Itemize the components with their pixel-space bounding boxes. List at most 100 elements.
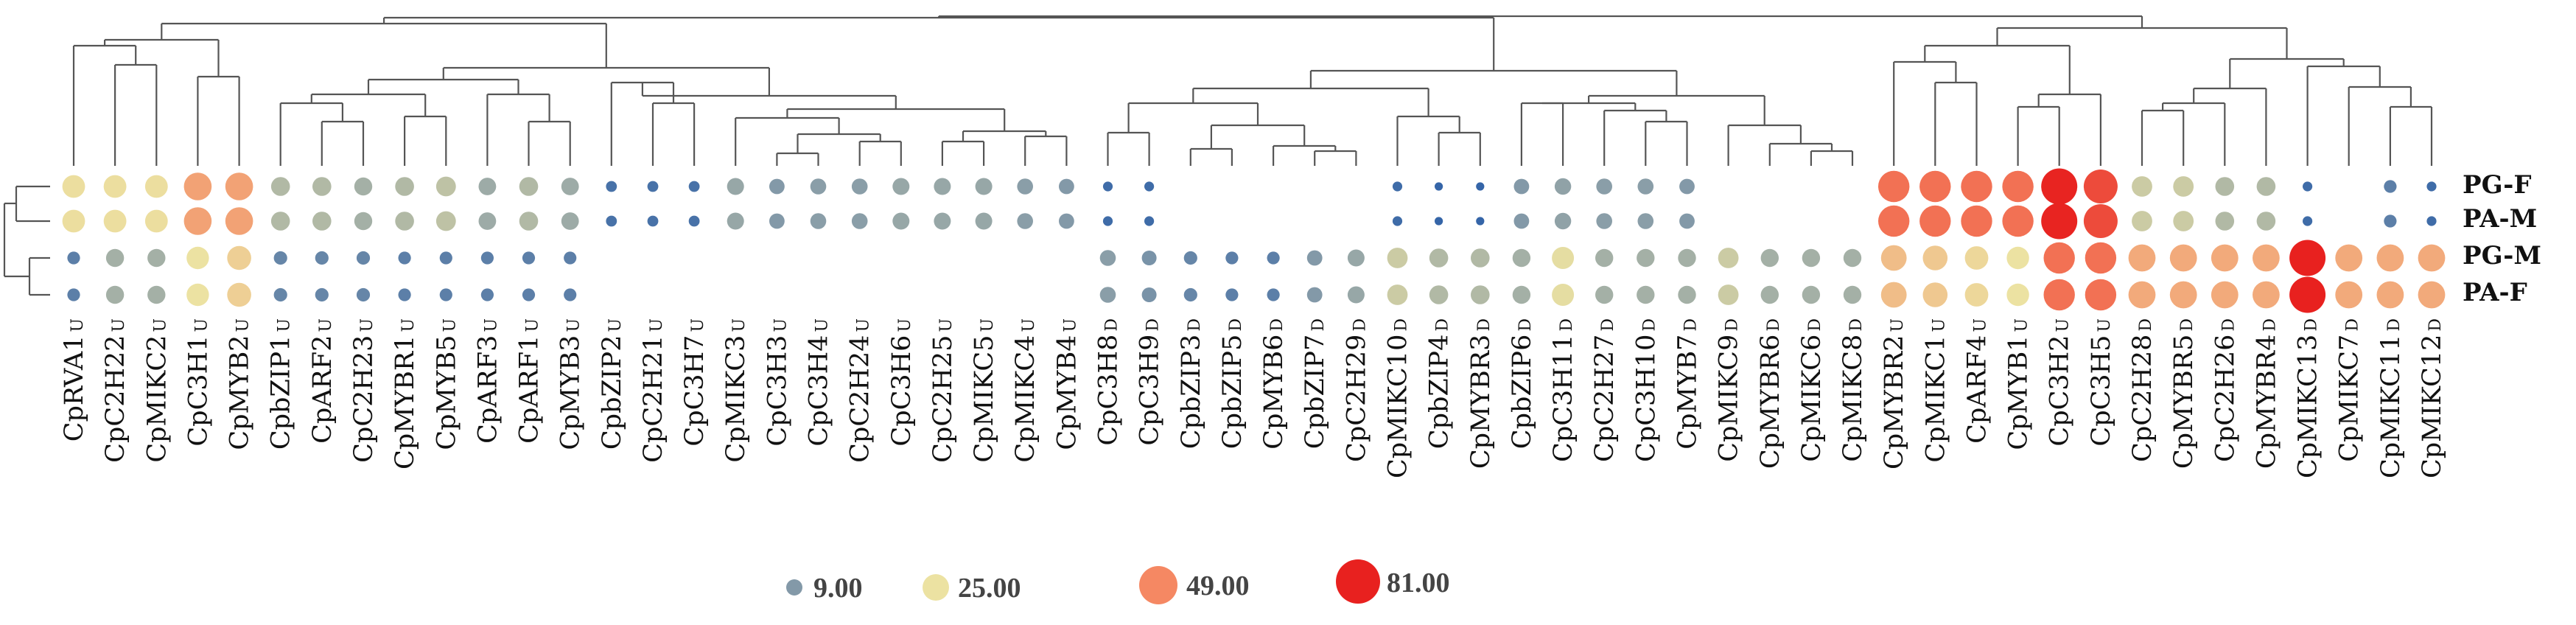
bubble xyxy=(2335,281,2363,309)
bubble xyxy=(1961,205,1992,237)
bubble xyxy=(1141,251,1157,265)
bubble xyxy=(647,181,659,192)
bubble xyxy=(1554,212,1572,230)
bubble xyxy=(2128,281,2156,309)
bubble xyxy=(1059,178,1074,195)
bubble xyxy=(1387,248,1408,268)
bubble xyxy=(2426,181,2437,192)
bubble xyxy=(2169,281,2197,309)
legend-marker-1 xyxy=(786,579,802,596)
bubble xyxy=(2384,180,2397,193)
row-label: PG-F xyxy=(2463,170,2531,200)
bubble xyxy=(435,176,456,197)
bubble xyxy=(1554,178,1572,195)
bubble xyxy=(1843,285,1862,304)
bubble xyxy=(1679,213,1695,229)
bubble xyxy=(1099,287,1116,303)
bubble xyxy=(2173,211,2194,231)
row-label: PG-M xyxy=(2463,241,2541,270)
bubble xyxy=(1471,248,1490,268)
column-label: CpMIKC5U xyxy=(970,318,999,463)
bubble xyxy=(1387,284,1408,305)
bubble xyxy=(2289,240,2326,276)
column-label: CpC3H6U xyxy=(887,318,917,447)
bubble xyxy=(851,213,868,229)
bubble xyxy=(2418,244,2446,272)
bubble xyxy=(2041,203,2078,240)
column-label: CpC3H9D xyxy=(1135,318,1165,446)
column-dendrogram xyxy=(72,15,2433,166)
bubble xyxy=(315,251,329,265)
bubble xyxy=(2173,176,2194,197)
bubble xyxy=(851,178,868,195)
column-label: CpC2H26D xyxy=(2211,318,2240,462)
column-label: CpMYBR6D xyxy=(1756,318,1785,469)
bubble xyxy=(1961,170,1992,203)
bubble xyxy=(1144,181,1155,192)
bubble xyxy=(478,178,497,195)
bubble xyxy=(2215,212,2235,231)
bubble xyxy=(892,212,910,230)
column-label: CpC2H24U xyxy=(846,318,875,463)
bubble xyxy=(769,178,785,195)
bubble xyxy=(395,212,414,231)
bubble xyxy=(2006,283,2029,307)
column-label: CpC2H23U xyxy=(349,318,379,463)
bubble xyxy=(2335,244,2363,272)
bubble xyxy=(1760,248,1779,268)
bubble xyxy=(147,248,166,268)
bubble xyxy=(2132,176,2152,197)
column-label: CpC2H25U xyxy=(928,318,958,463)
column-label: CpMIKC13D xyxy=(2294,318,2323,478)
bubble xyxy=(356,251,371,265)
bubble xyxy=(270,212,290,231)
bubble xyxy=(1141,287,1157,302)
column-label: CpC2H28D xyxy=(2128,318,2157,462)
bubble xyxy=(2041,168,2078,205)
bubble xyxy=(270,177,290,196)
bubble xyxy=(398,288,411,301)
column-label: CpMYB7D xyxy=(1673,318,1702,450)
column-label: CpARF2U xyxy=(308,318,337,444)
bubble xyxy=(727,178,744,195)
bubble xyxy=(312,212,332,231)
bubble xyxy=(395,177,414,196)
bubble xyxy=(1964,283,1989,307)
column-label: CpC2H29D xyxy=(1342,318,1371,462)
bubble xyxy=(1760,285,1779,304)
row-label: PA-M xyxy=(2463,204,2537,234)
bubble xyxy=(2376,244,2404,272)
column-label: CpARF4U xyxy=(1962,318,1992,444)
column-label: CpMIKC6D xyxy=(1797,318,1827,462)
column-label: CpMYB5U xyxy=(432,318,461,450)
column-label: CpbZIP4D xyxy=(1425,318,1455,449)
bubble xyxy=(183,207,212,235)
bubble xyxy=(1964,246,1989,270)
bubble xyxy=(1878,170,1910,203)
column-label: CpMYBR3D xyxy=(1466,318,1496,469)
column-label: CpC3H11D xyxy=(1549,318,1578,462)
bubble xyxy=(2128,244,2156,272)
bubble xyxy=(1435,182,1443,191)
bubble xyxy=(312,177,332,196)
row-label: PA-F xyxy=(2463,278,2527,307)
bubble xyxy=(522,251,536,265)
column-label: CpMYB3U xyxy=(556,318,586,450)
bubble xyxy=(2384,214,2397,228)
bubble xyxy=(1267,288,1280,301)
bubble xyxy=(1878,205,1910,237)
bubble xyxy=(356,287,371,302)
column-label: CpMIKC10D xyxy=(1383,318,1413,478)
bubble xyxy=(62,175,85,198)
column-label: CpARF3U xyxy=(473,318,503,444)
bubble xyxy=(2132,211,2152,231)
bubble xyxy=(186,246,209,270)
bubble xyxy=(2083,204,2118,238)
bubble xyxy=(2418,281,2446,309)
bubble xyxy=(273,251,287,265)
bubble xyxy=(769,213,785,229)
bubble xyxy=(225,172,253,200)
column-label: CpC3H4U xyxy=(805,318,834,447)
bubble xyxy=(1144,216,1155,226)
